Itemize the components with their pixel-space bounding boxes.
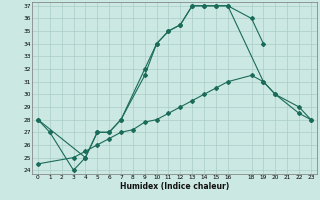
X-axis label: Humidex (Indice chaleur): Humidex (Indice chaleur) <box>120 182 229 191</box>
